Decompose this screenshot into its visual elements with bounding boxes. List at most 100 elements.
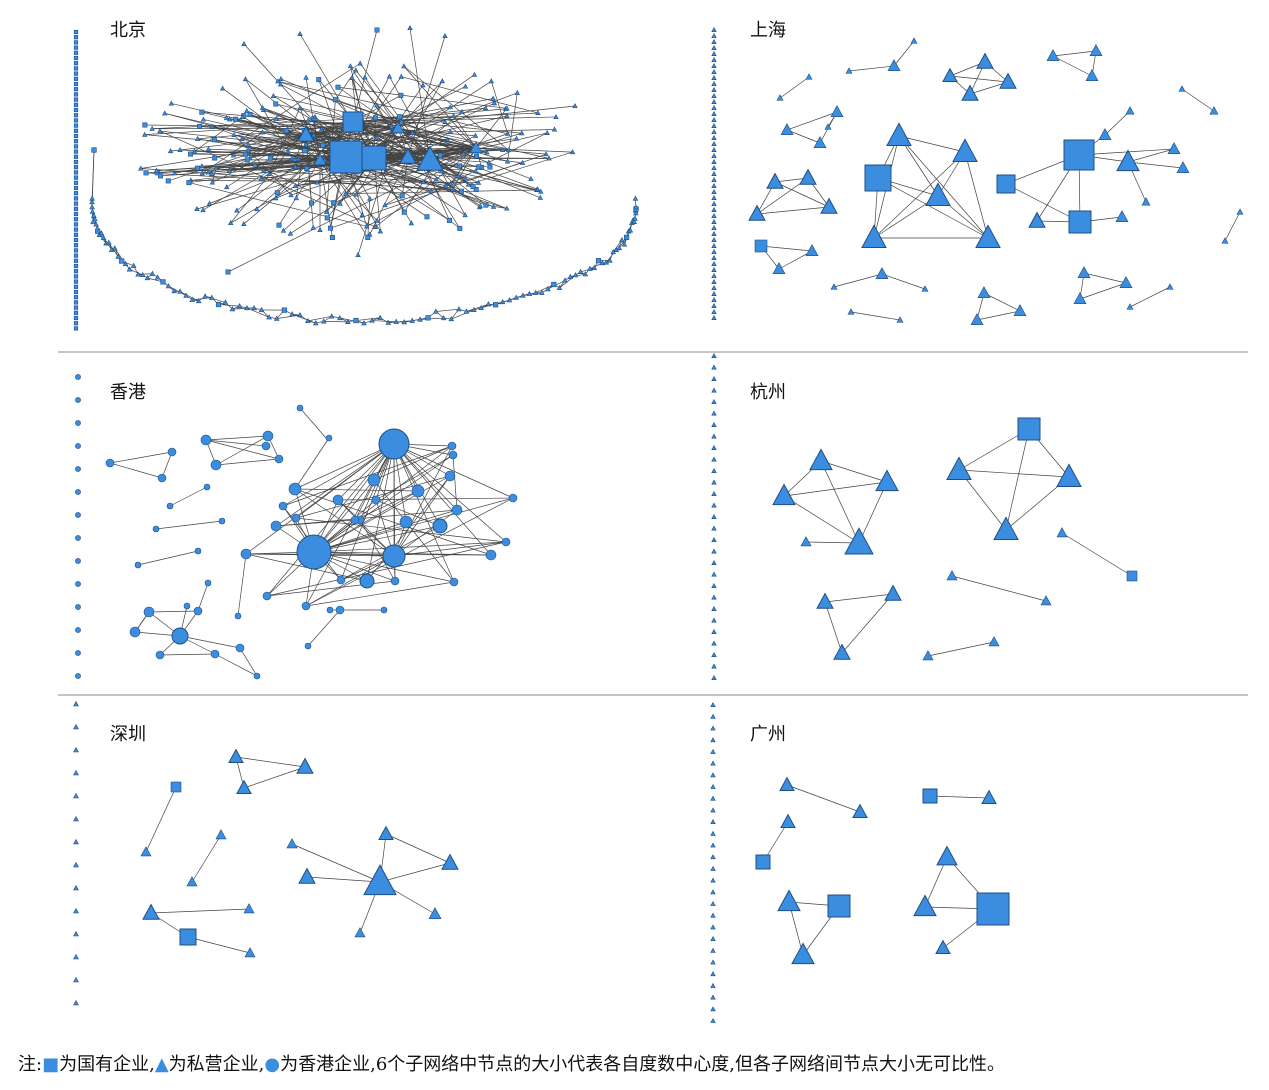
network-node <box>144 274 151 281</box>
isolated-node <box>711 117 717 123</box>
network-edge <box>266 443 395 597</box>
network-edge <box>881 273 926 290</box>
network-edge <box>841 593 894 654</box>
network-node <box>297 105 303 110</box>
isolated-node <box>711 27 717 33</box>
square-icon: ■ <box>42 1054 60 1075</box>
isolated-node <box>710 725 716 731</box>
network-node <box>297 311 303 318</box>
isolated-node <box>711 129 717 135</box>
isolated-node <box>73 769 79 776</box>
network-node <box>433 308 439 314</box>
isolated-node <box>711 422 717 428</box>
network-edge <box>407 147 477 158</box>
isolated-node <box>75 650 81 656</box>
network-node <box>302 148 308 154</box>
isolated-node <box>75 466 81 472</box>
network-node <box>875 267 889 280</box>
network-node <box>142 122 148 128</box>
network-edge <box>313 497 514 553</box>
network-edge <box>266 541 507 597</box>
isolated-node <box>711 433 717 439</box>
network-node <box>167 148 174 154</box>
network-edge <box>570 273 586 278</box>
network-node <box>1028 211 1046 228</box>
network-node <box>259 129 266 135</box>
network-node <box>485 549 497 561</box>
isolated-node <box>75 604 81 610</box>
network-node <box>382 202 388 208</box>
network-node <box>273 315 280 321</box>
network-edge <box>275 509 458 527</box>
network-node <box>428 907 442 920</box>
network-node <box>441 853 459 870</box>
network-edge <box>138 273 153 275</box>
isolated-node <box>711 195 717 201</box>
network-node <box>177 147 183 153</box>
isolated-node <box>711 249 717 255</box>
isolated-node <box>73 258 79 263</box>
network-node <box>492 302 499 308</box>
isolated-node <box>711 153 717 159</box>
network-edge <box>1005 183 1081 223</box>
network-node <box>438 168 445 174</box>
network-edge <box>305 134 477 149</box>
isolated-node <box>75 558 81 564</box>
network-node <box>206 200 213 206</box>
network-edge <box>373 157 466 216</box>
isolated-node <box>710 865 716 871</box>
network-node <box>748 204 766 221</box>
network-edge <box>893 40 915 67</box>
network-node <box>952 138 978 162</box>
panel-title-hongkong: 香港 <box>110 382 146 403</box>
network-node <box>310 224 316 230</box>
isolated-node <box>711 87 717 93</box>
network-node <box>92 216 98 222</box>
network-node <box>239 136 245 142</box>
network-edge <box>169 486 208 507</box>
panel-title-guangzhou: 广州 <box>750 724 786 745</box>
network-edge <box>366 443 395 582</box>
network-node <box>95 228 101 234</box>
network-node <box>887 59 901 72</box>
network-node <box>197 123 203 129</box>
isolated-node <box>73 76 79 81</box>
network-edge <box>205 296 226 303</box>
isolated-node <box>73 232 79 237</box>
network-node <box>472 132 479 138</box>
isolated-node <box>711 617 717 623</box>
network-edge <box>159 130 376 228</box>
network-node <box>235 643 245 653</box>
network-node <box>780 813 796 829</box>
network-edge <box>191 834 222 883</box>
isolated-node <box>711 387 717 393</box>
network-node <box>143 606 155 618</box>
network-node <box>545 286 551 292</box>
network-node <box>428 188 434 194</box>
isolated-node <box>711 75 717 81</box>
network-node <box>976 892 1010 926</box>
network-node <box>447 104 453 110</box>
network-node <box>845 67 853 74</box>
network-edge <box>354 490 419 521</box>
network-node <box>491 100 498 106</box>
network-node <box>342 190 349 196</box>
network-edge <box>805 541 860 544</box>
network-edge <box>214 653 258 677</box>
network-edge <box>1083 272 1127 284</box>
network-edge <box>407 35 446 158</box>
network-node <box>1098 128 1112 141</box>
network-node <box>462 83 469 89</box>
isolated-node <box>711 39 717 45</box>
network-edge <box>393 541 507 557</box>
network-node <box>827 894 851 918</box>
network-node <box>292 182 299 188</box>
isolated-node <box>710 819 716 825</box>
network-node <box>199 109 205 115</box>
network-node <box>458 188 464 194</box>
network-node <box>473 168 479 174</box>
network-node <box>378 825 394 841</box>
network-node <box>325 434 333 442</box>
network-node <box>922 788 938 804</box>
network-node <box>399 515 413 529</box>
